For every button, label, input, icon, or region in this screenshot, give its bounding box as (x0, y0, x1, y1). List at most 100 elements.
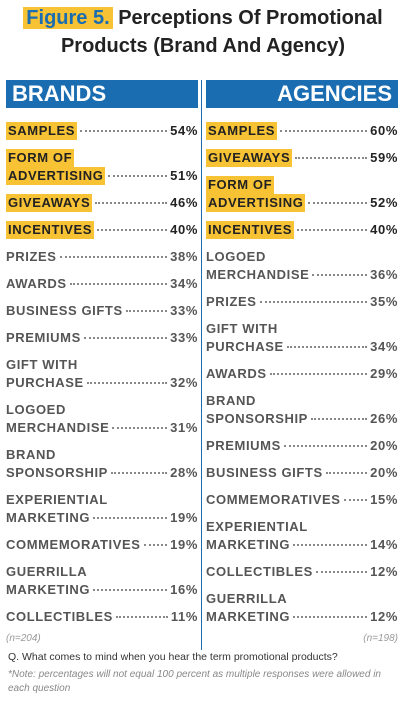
item-label: FORM OF (206, 176, 275, 194)
item-value: 19% (170, 537, 198, 552)
item-value: 28% (170, 465, 198, 480)
leader-dots (110, 472, 168, 474)
leader-dots (108, 175, 168, 177)
item-line: SPONSORSHIP 28% (6, 464, 198, 482)
item-line: COLLECTIBLES 12% (206, 563, 398, 581)
item-line: PURCHASE 32% (6, 374, 198, 392)
item-label: BUSINESS GIFTS (206, 465, 323, 480)
item-label: MERCHANDISE (206, 267, 310, 282)
item: INCENTIVES 40% (206, 217, 398, 244)
title-text: Perceptions Of Promotional (118, 7, 383, 29)
item-line: BRAND (206, 392, 398, 410)
item-value: 52% (370, 195, 398, 210)
item-line: PREMIUMS 20% (206, 437, 398, 455)
item: COMMEMORATIVES 19% (6, 532, 198, 559)
item-label: BRAND (6, 447, 56, 462)
question: Q. What comes to mind when you hear the … (8, 651, 338, 663)
item: EXPERIENTIAL MARKETING 19% (6, 487, 198, 532)
item-value: 20% (370, 438, 398, 453)
item-line: GIVEAWAYS 59% (206, 149, 398, 167)
sample-size: (n=198) (363, 633, 398, 644)
item-line: LOGOED (6, 401, 198, 419)
item-line: SAMPLES 60% (206, 122, 398, 140)
item: COMMEMORATIVES 15% (206, 487, 398, 514)
item: FORM OF ADVERTISING 51% (6, 145, 198, 190)
item: COLLECTIBLES 12% (206, 559, 398, 586)
item-line: PREMIUMS 33% (6, 329, 198, 347)
item-label: AWARDS (6, 276, 67, 291)
column-header: BRANDS (6, 80, 198, 108)
item-line: GIVEAWAYS 46% (6, 194, 198, 212)
item-line: FORM OF (6, 149, 198, 167)
item-value: 12% (370, 564, 398, 579)
item-label: BRAND (206, 393, 256, 408)
item-line: PRIZES 35% (206, 293, 398, 311)
leader-dots (286, 346, 368, 348)
item: AWARDS 29% (206, 361, 398, 388)
leader-dots (310, 418, 368, 420)
leader-dots (297, 229, 368, 231)
item-label: GIFT WITH (206, 321, 278, 336)
item: INCENTIVES 40% (6, 217, 198, 244)
leader-dots (97, 229, 168, 231)
item: PREMIUMS 20% (206, 433, 398, 460)
item-value: 14% (370, 537, 398, 552)
item-line: GIFT WITH (6, 356, 198, 374)
item-line: INCENTIVES 40% (206, 221, 398, 239)
item-value: 59% (370, 150, 398, 165)
item-value: 46% (170, 195, 198, 210)
item-value: 54% (170, 123, 198, 138)
title-line: Products (Brand And Agency) (0, 32, 406, 60)
item: LOGOED MERCHANDISE 36% (206, 244, 398, 289)
item-line: PRIZES 38% (6, 248, 198, 266)
leader-dots (83, 337, 168, 339)
item-label: INCENTIVES (6, 221, 95, 239)
leader-dots (293, 544, 368, 546)
item-value: 20% (370, 465, 398, 480)
item: BRAND SPONSORSHIP 26% (206, 388, 398, 433)
item-label: PURCHASE (206, 339, 284, 354)
item-label: SPONSORSHIP (6, 465, 108, 480)
item-line: MARKETING 14% (206, 536, 398, 554)
item-label: MARKETING (6, 582, 91, 597)
item-line: AWARDS 29% (206, 365, 398, 383)
item-label: GUERRILLA (206, 591, 288, 606)
item-label: EXPERIENTIAL (6, 492, 108, 507)
item-label: SPONSORSHIP (206, 411, 308, 426)
leader-dots (308, 202, 368, 204)
item-value: 36% (370, 267, 398, 282)
item: PRIZES 38% (6, 244, 198, 271)
item-line: GUERRILLA (206, 590, 398, 608)
item-value: 31% (170, 420, 198, 435)
leader-dots (259, 301, 368, 303)
item-line: MERCHANDISE 36% (206, 266, 398, 284)
item-label: COLLECTIBLES (6, 609, 113, 624)
item-list: SAMPLES 60% GIVEAWAYS 59% FORM OF ADVERTISING… (206, 118, 398, 631)
item: PRIZES 35% (206, 289, 398, 316)
divider (201, 80, 202, 650)
item-line: SAMPLES 54% (6, 122, 198, 140)
item-line: AWARDS 34% (6, 275, 198, 293)
column-header: AGENCIES (206, 80, 398, 108)
leader-dots (143, 544, 168, 546)
leader-dots (293, 616, 368, 618)
item: SAMPLES 54% (6, 118, 198, 145)
item-line: MERCHANDISE 31% (6, 419, 198, 437)
item-label: SAMPLES (206, 122, 278, 140)
item-value: 60% (370, 123, 398, 138)
item-line: INCENTIVES 40% (6, 221, 198, 239)
item-line: MARKETING 16% (6, 581, 198, 599)
item-line: ADVERTISING 51% (6, 167, 198, 185)
figure-label: Figure 5. (23, 7, 113, 29)
item-line: BUSINESS GIFTS 20% (206, 464, 398, 482)
item-label: BUSINESS GIFTS (6, 303, 123, 318)
item-label: PURCHASE (6, 375, 84, 390)
leader-dots (283, 445, 368, 447)
item-label: COMMEMORATIVES (206, 492, 341, 507)
item: GUERRILLA MARKETING 16% (6, 559, 198, 604)
item-label: COLLECTIBLES (206, 564, 313, 579)
item-label: PREMIUMS (6, 330, 81, 345)
item-label: PRIZES (206, 294, 257, 309)
item-label: MARKETING (206, 537, 291, 552)
